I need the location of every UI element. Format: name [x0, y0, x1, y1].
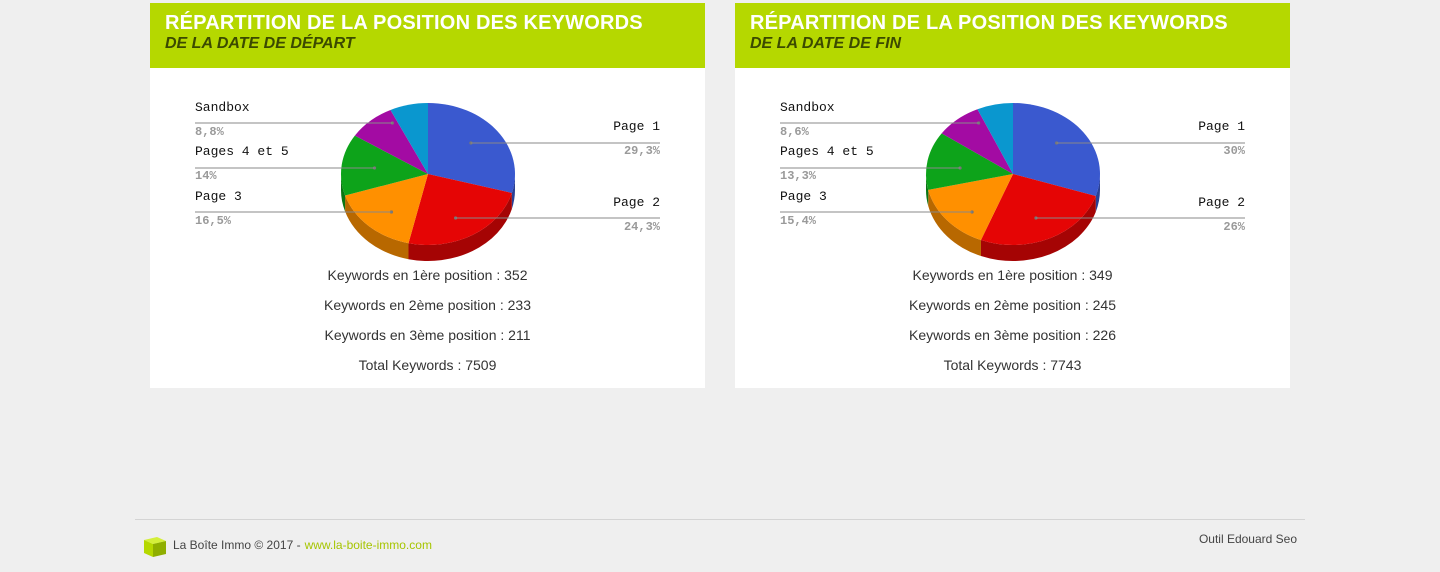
- pie-side-page-2: [408, 192, 512, 261]
- pie-slice-remainder: [390, 103, 428, 174]
- slice-label: Sandbox: [195, 100, 250, 115]
- slice-value: 8,6%: [780, 125, 810, 139]
- label-sandbox: Sandbox 8,8%: [195, 100, 394, 139]
- chart-card-end: RÉPARTITION DE LA POSITION DES KEYWORDS …: [735, 3, 1290, 388]
- pie-slice-page-1: [428, 103, 515, 193]
- footer-site-link[interactable]: www.la-boite-immo.com: [304, 538, 432, 552]
- card-header: RÉPARTITION DE LA POSITION DES KEYWORDS …: [150, 3, 705, 68]
- slice-value: 30%: [1223, 144, 1245, 158]
- label-page-2: Page 2 24,3%: [454, 195, 661, 234]
- pie-chart-end: Page 1 30% Page 2 26% Page 3 15,4% Pages 4 et …: [780, 100, 1246, 261]
- pie-slice-sandbox: [941, 109, 1013, 174]
- pie-slice-page-3: [345, 174, 428, 244]
- keyword-stats: Keywords en 1ère position : 352 Keywords…: [150, 265, 705, 385]
- pie-side-pages-4-et-5: [926, 174, 929, 206]
- slice-label: Sandbox: [780, 100, 835, 115]
- pie-slice-sandbox: [354, 109, 428, 174]
- label-sandbox: Sandbox 8,6%: [780, 100, 981, 139]
- pie-side-page-1: [1095, 174, 1100, 212]
- card-title: RÉPARTITION DE LA POSITION DES KEYWORDS: [165, 12, 643, 34]
- chart-card-start: RÉPARTITION DE LA POSITION DES KEYWORDS …: [150, 3, 705, 388]
- slice-value: 15,4%: [780, 214, 817, 228]
- slice-label: Page 2: [1198, 195, 1245, 210]
- pie-slice-page-2: [980, 174, 1096, 245]
- pie-slice-pages-4-et-5: [926, 133, 1013, 190]
- slice-label: Pages 4 et 5: [780, 144, 874, 159]
- stat-total-keywords: Total Keywords : 7509: [358, 357, 497, 373]
- slice-value: 26%: [1223, 220, 1245, 234]
- stat-first-position: Keywords en 1ère position : 349: [912, 267, 1113, 283]
- pie-side-page-3: [345, 195, 409, 260]
- slice-value: 14%: [195, 169, 217, 183]
- stat-first-position: Keywords en 1ère position : 352: [327, 267, 528, 283]
- label-page-3: Page 3 15,4%: [780, 189, 974, 228]
- pie-slice-pages-4-et-5: [341, 135, 428, 196]
- pie-side-pages-4-et-5: [341, 174, 346, 212]
- pie-side-page-2: [980, 195, 1096, 261]
- pie-slice-page-2: [408, 174, 512, 245]
- footer-left: La Boîte Immo © 2017 - www.la-boite-immo…: [142, 532, 432, 558]
- pie-slice-page-1: [1013, 103, 1100, 196]
- slice-value: 8,8%: [195, 125, 225, 139]
- card-title: RÉPARTITION DE LA POSITION DES KEYWORDS: [750, 12, 1228, 34]
- leader-dot: [1034, 216, 1038, 220]
- leader-dot: [970, 210, 974, 214]
- label-page-1: Page 1 29,3%: [469, 119, 661, 158]
- slice-label: Page 2: [613, 195, 660, 210]
- slice-label: Page 3: [780, 189, 827, 204]
- footer: La Boîte Immo © 2017 - www.la-boite-immo…: [135, 519, 1305, 572]
- card-subtitle: DE LA DATE DE DÉPART: [165, 35, 355, 52]
- stat-total-keywords: Total Keywords : 7743: [943, 357, 1082, 373]
- slice-value: 16,5%: [195, 214, 232, 228]
- label-page-3: Page 3 16,5%: [195, 189, 394, 228]
- slice-value: 13,3%: [780, 169, 817, 183]
- label-pages-4-et-5: Pages 4 et 5 14%: [195, 144, 377, 183]
- stat-second-position: Keywords en 2ème position : 245: [908, 297, 1116, 313]
- cube-logo-icon: [144, 537, 166, 557]
- pie-side-page-3: [928, 189, 981, 257]
- pie-chart-start: Page 1 29,3% Page 2 24,3% Page 3 16,5% Pages 4…: [195, 100, 661, 261]
- pie-slice-remainder: [977, 103, 1013, 174]
- card-header: RÉPARTITION DE LA POSITION DES KEYWORDS …: [735, 3, 1290, 68]
- slice-label: Pages 4 et 5: [195, 144, 289, 159]
- label-page-1: Page 1 30%: [1055, 119, 1246, 158]
- footer-copyright: La Boîte Immo © 2017 -: [173, 538, 301, 552]
- pie-slice-page-3: [928, 174, 1013, 241]
- slice-value: 29,3%: [624, 144, 661, 158]
- slice-label: Page 1: [1198, 119, 1245, 134]
- stat-third-position: Keywords en 3ème position : 226: [908, 327, 1116, 343]
- slice-label: Page 3: [195, 189, 242, 204]
- slice-value: 24,3%: [624, 220, 661, 234]
- footer-tool-name: Outil Edouard Seo: [1198, 532, 1297, 546]
- leader-dot: [958, 166, 962, 170]
- pie-side-page-1: [511, 174, 515, 209]
- slice-label: Page 1: [613, 119, 660, 134]
- card-subtitle: DE LA DATE DE FIN: [750, 35, 902, 52]
- stat-second-position: Keywords en 2ème position : 233: [323, 297, 531, 313]
- label-pages-4-et-5: Pages 4 et 5 13,3%: [780, 144, 962, 183]
- keyword-stats: Keywords en 1ère position : 349 Keywords…: [735, 265, 1290, 385]
- label-page-2: Page 2 26%: [1034, 195, 1246, 234]
- stat-third-position: Keywords en 3ème position : 211: [324, 327, 531, 343]
